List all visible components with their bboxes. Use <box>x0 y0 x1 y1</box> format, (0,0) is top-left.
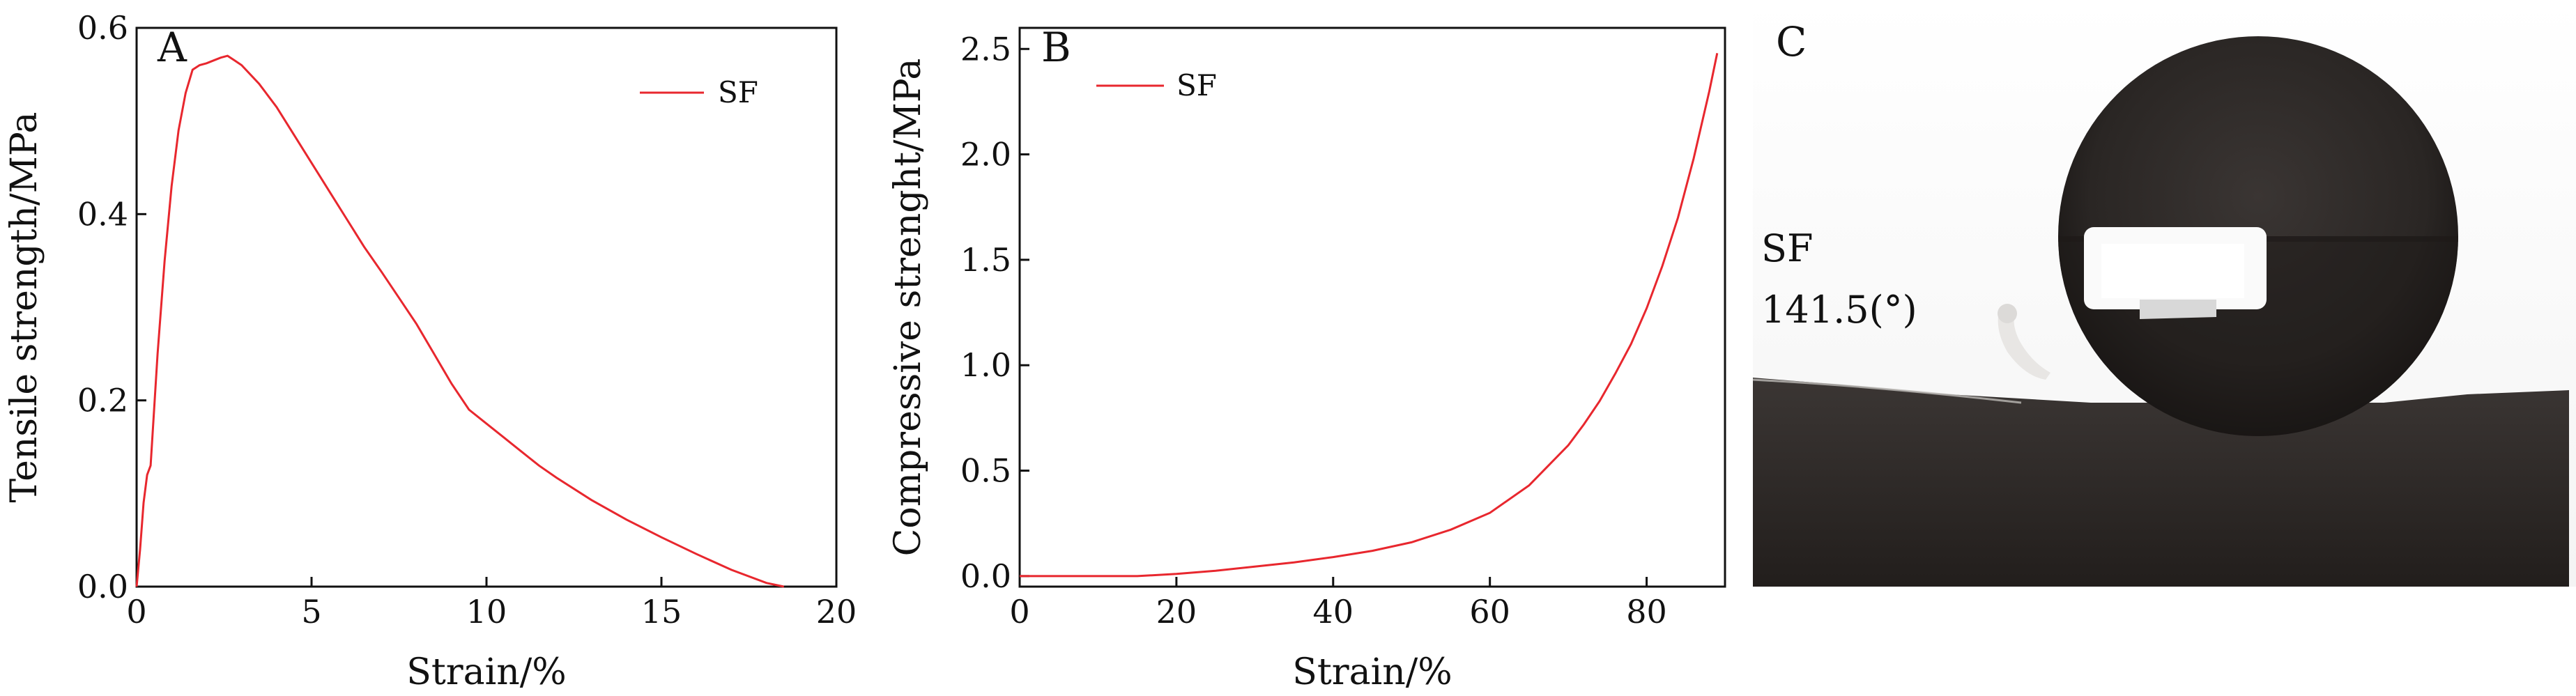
panel-a-label: A <box>157 24 187 71</box>
panel-a-y-tick-label: 0.0 <box>77 568 128 605</box>
panel-b-y-tick-label: 1.0 <box>960 346 1011 384</box>
panel-c: C SF 141.5(°) <box>1752 0 2576 587</box>
panel-b-y-tick-label: 2.0 <box>960 136 1011 173</box>
panel-b-y-tick-label: 0.0 <box>960 557 1011 595</box>
panel-a-legend: SF <box>640 75 758 109</box>
panel-c-label: C <box>1776 18 1807 65</box>
panel-c-contact-angle-label: 141.5(°) <box>1761 288 1917 332</box>
panel-b-x-tick-label: 20 <box>1156 593 1197 631</box>
panel-b-plot-frame <box>1018 26 1726 588</box>
panel-b-y-tick-label: 0.5 <box>960 452 1011 490</box>
panel-c-sample-label: SF <box>1761 226 1813 270</box>
panel-b-y-ticks: 0.0 0.5 1.0 1.5 2.0 2.5 <box>960 30 1029 595</box>
panel-b-y-axis-label: Compressive strenght/MPa <box>887 59 929 557</box>
panel-a-x-tick-label: 0 <box>126 593 146 631</box>
panel-a-y-tick-label: 0.2 <box>77 382 128 419</box>
panel-c-droplet-highlight <box>1998 307 2050 380</box>
panel-b-legend-label: SF <box>1176 68 1217 102</box>
panel-b-label: B <box>1041 24 1071 71</box>
panel-a-x-ticks: 0 5 10 15 20 <box>126 577 857 631</box>
panel-b-x-ticks: 0 20 40 60 80 <box>1009 577 1667 631</box>
panel-a-legend-label: SF <box>718 75 758 109</box>
panel-c-substrate <box>1753 378 2569 587</box>
panel-a-x-axis-label: Strain/% <box>406 651 566 693</box>
panel-a-x-tick-label: 15 <box>641 593 682 631</box>
panel-b-y-tick-label: 2.5 <box>960 30 1011 68</box>
panel-a-x-tick-label: 20 <box>816 593 857 631</box>
panel-a: A 0 5 10 15 20 0.0 0.2 0.4 0.6 Strain/% Tensile… <box>3 9 857 693</box>
panel-b-legend: SF <box>1096 68 1217 102</box>
panel-c-droplet <box>1998 36 2458 436</box>
panel-a-x-tick-label: 10 <box>466 593 507 631</box>
panel-a-y-tick-label: 0.4 <box>77 195 128 233</box>
panel-b-y-tick-label: 1.5 <box>960 241 1011 279</box>
panel-a-x-tick-label: 5 <box>301 593 321 631</box>
panel-a-series-sf-line <box>135 54 785 588</box>
panel-b-x-tick-label: 0 <box>1009 593 1029 631</box>
panel-a-y-tick-label: 0.6 <box>77 9 128 47</box>
panel-b-x-tick-label: 40 <box>1313 593 1354 631</box>
panel-c-surface-shine <box>1752 378 2022 404</box>
panel-b-x-tick-label: 80 <box>1626 593 1667 631</box>
panel-b-x-tick-label: 60 <box>1469 593 1510 631</box>
panel-b-x-axis-label: Strain/% <box>1292 651 1452 693</box>
panel-a-y-axis-label: Tensile strength/MPa <box>3 112 45 503</box>
panel-a-plot-frame <box>135 26 838 588</box>
panel-a-y-ticks: 0.0 0.2 0.4 0.6 <box>77 9 146 605</box>
panel-b-series-sf-line <box>1020 52 1719 578</box>
panel-b: B 0 20 40 60 80 0.00.51.01.52.02.5 Strain/% … <box>887 24 1726 693</box>
